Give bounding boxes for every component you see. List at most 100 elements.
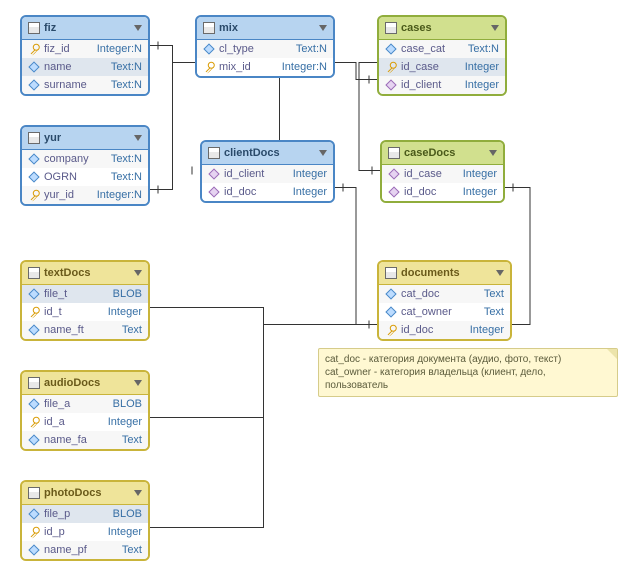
column-name: name_pf (44, 544, 122, 556)
relationship-edge (150, 308, 377, 325)
column-row[interactable]: file_a BLOB (22, 395, 148, 413)
column-name: company (44, 153, 111, 165)
column-type: Text:N (111, 79, 142, 91)
fk-column-icon (385, 79, 396, 90)
column-row[interactable]: id_client Integer (379, 76, 505, 94)
entity-header[interactable]: clientDocs (202, 142, 333, 165)
column-row[interactable]: name_ft Text (22, 321, 148, 339)
column-row[interactable]: cat_doc Text (379, 285, 510, 303)
key-icon (27, 305, 40, 318)
entity-header[interactable]: yur (22, 127, 148, 150)
chevron-down-icon[interactable] (134, 380, 142, 386)
entity-audioDocs[interactable]: audioDocs file_a BLOB id_a Integer name_… (20, 370, 150, 451)
column-name: file_t (44, 288, 113, 300)
column-row[interactable]: case_cat Text:N (379, 40, 505, 58)
entity-photoDocs[interactable]: photoDocs file_p BLOB id_p Integer name_… (20, 480, 150, 561)
column-type: Integer (465, 79, 499, 91)
entity-caseDocs[interactable]: caseDocs id_case Integer id_doc Integer (380, 140, 505, 203)
entity-yur[interactable]: yur company Text:N OGRN Text:N yur_id In… (20, 125, 150, 206)
entity-header[interactable]: caseDocs (382, 142, 503, 165)
column-type: Text:N (468, 43, 499, 55)
column-row[interactable]: name_pf Text (22, 541, 148, 559)
column-type: BLOB (113, 288, 142, 300)
table-icon (203, 22, 215, 34)
column-name: cl_type (219, 43, 296, 55)
entity-header[interactable]: cases (379, 17, 505, 40)
column-row[interactable]: OGRN Text:N (22, 168, 148, 186)
column-name: file_p (44, 508, 113, 520)
entity-header[interactable]: photoDocs (22, 482, 148, 505)
chevron-down-icon[interactable] (319, 150, 327, 156)
column-row[interactable]: mix_id Integer:N (197, 58, 333, 76)
column-row[interactable]: id_t Integer (22, 303, 148, 321)
entity-clientDocs[interactable]: clientDocs id_client Integer id_doc Inte… (200, 140, 335, 203)
column-icon (28, 153, 39, 164)
entity-title: caseDocs (404, 147, 489, 159)
column-name: id_client (224, 168, 293, 180)
column-row[interactable]: id_a Integer (22, 413, 148, 431)
column-name: yur_id (44, 189, 97, 201)
fk-column-icon (208, 168, 219, 179)
entity-title: clientDocs (224, 147, 319, 159)
entity-header[interactable]: audioDocs (22, 372, 148, 395)
fk-column-icon (388, 168, 399, 179)
note-line: cat_doc - категория документа (аудио, фо… (325, 353, 611, 366)
column-type: Text:N (111, 171, 142, 183)
entity-mix[interactable]: mix cl_type Text:N mix_id Integer:N (195, 15, 335, 78)
column-name: id_a (44, 416, 108, 428)
column-name: cat_owner (401, 306, 484, 318)
column-row[interactable]: file_t BLOB (22, 285, 148, 303)
chevron-down-icon[interactable] (319, 25, 327, 31)
column-icon (28, 288, 39, 299)
entity-header[interactable]: documents (379, 262, 510, 285)
column-row[interactable]: cat_owner Text (379, 303, 510, 321)
column-row[interactable]: id_case Integer (379, 58, 505, 76)
column-name: name_fa (44, 434, 122, 446)
column-row[interactable]: id_doc Integer (379, 321, 510, 339)
entity-textDocs[interactable]: textDocs file_t BLOB id_t Integer name_f… (20, 260, 150, 341)
column-name: id_client (401, 79, 465, 91)
column-row[interactable]: id_doc Integer (202, 183, 333, 201)
entity-documents[interactable]: documents cat_doc Text cat_owner Text id… (377, 260, 512, 341)
column-row[interactable]: id_p Integer (22, 523, 148, 541)
column-name: fiz_id (44, 43, 97, 55)
column-name: OGRN (44, 171, 111, 183)
column-type: Integer (108, 416, 142, 428)
column-row[interactable]: id_client Integer (202, 165, 333, 183)
entity-title: textDocs (44, 267, 134, 279)
column-row[interactable]: id_case Integer (382, 165, 503, 183)
chevron-down-icon[interactable] (496, 270, 504, 276)
column-icon (28, 61, 39, 72)
column-type: Integer (465, 61, 499, 73)
chevron-down-icon[interactable] (134, 490, 142, 496)
chevron-down-icon[interactable] (134, 25, 142, 31)
column-type: Integer (463, 186, 497, 198)
key-icon (27, 188, 40, 201)
column-name: id_case (404, 168, 463, 180)
key-icon (384, 60, 397, 73)
chevron-down-icon[interactable] (491, 25, 499, 31)
entity-cases[interactable]: cases case_cat Text:N id_case Integer id… (377, 15, 507, 96)
column-icon (28, 434, 39, 445)
column-row[interactable]: name_fa Text (22, 431, 148, 449)
column-row[interactable]: name Text:N (22, 58, 148, 76)
column-row[interactable]: cl_type Text:N (197, 40, 333, 58)
entity-header[interactable]: mix (197, 17, 333, 40)
entity-header[interactable]: fiz (22, 17, 148, 40)
key-icon (27, 42, 40, 55)
column-type: BLOB (113, 508, 142, 520)
table-icon (208, 147, 220, 159)
column-row[interactable]: fiz_id Integer:N (22, 40, 148, 58)
entity-fiz[interactable]: fiz fiz_id Integer:N name Text:N surname… (20, 15, 150, 96)
column-type: Text:N (111, 61, 142, 73)
column-row[interactable]: file_p BLOB (22, 505, 148, 523)
column-row[interactable]: surname Text:N (22, 76, 148, 94)
column-row[interactable]: company Text:N (22, 150, 148, 168)
column-type: Integer:N (97, 189, 142, 201)
chevron-down-icon[interactable] (489, 150, 497, 156)
chevron-down-icon[interactable] (134, 135, 142, 141)
entity-header[interactable]: textDocs (22, 262, 148, 285)
chevron-down-icon[interactable] (134, 270, 142, 276)
column-row[interactable]: yur_id Integer:N (22, 186, 148, 204)
column-row[interactable]: id_doc Integer (382, 183, 503, 201)
